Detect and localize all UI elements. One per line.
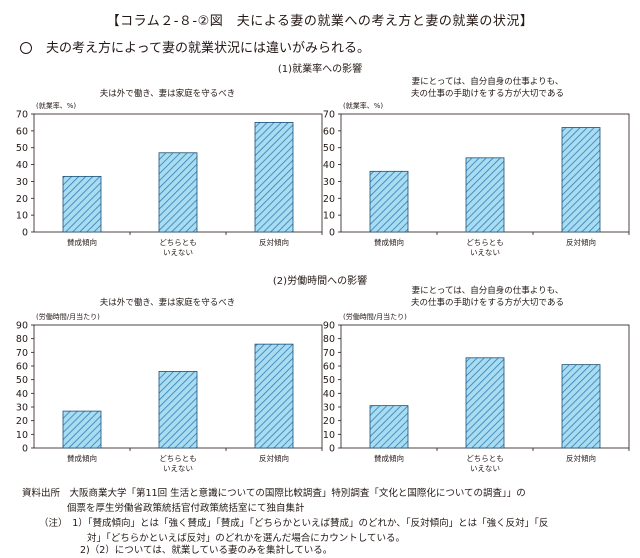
y-tick-label: 40: [16, 389, 28, 400]
x-tick-label: 賛成傾向: [67, 453, 97, 463]
y-tick-label: 60: [16, 362, 28, 373]
y-tick-label: 40: [323, 160, 335, 171]
x-tick-label: 賛成傾向: [67, 237, 97, 247]
bar: [561, 127, 601, 233]
x-tick-label: どちらとも: [466, 238, 504, 247]
summary-line: 夫の考え方によって妻の就業状況には違いがみられる。: [20, 37, 370, 56]
bar: [369, 170, 409, 233]
y-tick-label: 80: [16, 334, 28, 345]
x-tick-label: 賛成傾向: [374, 237, 404, 247]
y-tick-label: 30: [323, 403, 335, 414]
note-1: （注） 1）「賛成傾向」とは「強く賛成」「賛成」「どちらかといえば賛成」のどれか…: [39, 518, 549, 529]
chart-title-2: 妻にとっては、自分自身の仕事よりも、 夫の仕事の手助けをする方が大切である: [411, 77, 564, 99]
y-tick-label: 0: [329, 444, 335, 455]
x-tick-label: どちらとも: [466, 454, 504, 463]
y-tick-label: 60: [16, 126, 28, 137]
x-tick-label: 賛成傾向: [374, 453, 404, 463]
x-tick-label: 反対傾向: [566, 237, 596, 247]
chart-title-1: 夫は外で働き、妻は家庭を守るべき: [99, 89, 236, 99]
y-tick-label: 20: [323, 416, 335, 427]
bar: [254, 122, 294, 233]
x-tick-label: いえない: [163, 248, 193, 257]
y-tick-label: 10: [323, 430, 335, 441]
y-tick-label: 20: [323, 194, 335, 205]
y-tick-label: 40: [323, 389, 335, 400]
y-tick-label: 90: [16, 321, 28, 332]
y-tick-label: 50: [16, 375, 28, 386]
y-tick-label: 40: [16, 160, 28, 171]
y-tick-label: 70: [16, 110, 28, 121]
x-tick-label: 反対傾向: [259, 237, 289, 247]
y-tick-label: 70: [16, 348, 28, 359]
x-tick-label: いえない: [163, 464, 193, 473]
y-tick-label: 10: [16, 430, 28, 441]
section-title-hours: (2)労働時間への影響: [272, 276, 368, 287]
note-2: 2)（2）については、就業している妻のみを集計している。: [80, 545, 333, 556]
y-axis-label: (労働時間/月当たり): [36, 312, 100, 321]
y-tick-label: 30: [323, 177, 335, 188]
y-tick-label: 0: [22, 444, 28, 455]
y-tick-label: 50: [16, 143, 28, 154]
y-tick-label: 50: [323, 143, 335, 154]
y-tick-label: 50: [323, 375, 335, 386]
page-title: 【コラム２-８-②図 夫による妻の就業への考え方と妻の就業の状況】: [106, 14, 534, 29]
note-1-continued: 対」「どちらかといえば反対」のどれかを選んだ場合にカウントしている。: [87, 533, 405, 544]
bar: [62, 175, 102, 233]
source-line-1: 資料出所 大阪商業大学「第11回 生活と意識についての国際比較調査」特別調査「文…: [22, 488, 526, 499]
y-axis-label: (労働時間/月当たり): [343, 312, 407, 321]
section-title-employment: (1)就業率への影響: [277, 64, 363, 75]
y-tick-label: 20: [16, 194, 28, 205]
bar: [465, 157, 505, 233]
y-tick-label: 10: [323, 211, 335, 222]
x-tick-label: いえない: [470, 464, 500, 473]
bar: [561, 364, 601, 449]
y-tick-label: 0: [22, 228, 28, 239]
chart-4: (労働時間/月当たり) 0 10 20 30 40 50 60 70 80 90 賛成傾向 どちらともい…: [323, 312, 630, 473]
chart-title-3: 夫は外で働き、妻は家庭を守るべき: [99, 298, 236, 308]
summary-text: 夫の考え方によって妻の就業状況には違いがみられる。: [46, 41, 370, 56]
bar: [158, 371, 198, 449]
y-tick-label: 60: [323, 362, 335, 373]
x-tick-label: どちらとも: [159, 238, 197, 247]
y-tick-label: 80: [323, 334, 335, 345]
bar: [158, 152, 198, 233]
y-tick-label: 30: [16, 177, 28, 188]
bar: [62, 410, 102, 449]
y-tick-label: 30: [16, 403, 28, 414]
source-line-2: 個票を厚生労働省政策統括官付政策統括室にて独自集計: [67, 503, 305, 514]
bar: [254, 343, 294, 449]
y-axis-label: (就業率、%): [36, 101, 76, 110]
bar: [369, 405, 409, 449]
y-tick-label: 10: [16, 211, 28, 222]
x-tick-label: 反対傾向: [259, 453, 289, 463]
x-tick-label: 反対傾向: [566, 453, 596, 463]
chart-3: (労働時間/月当たり) 0 10 20 30 40 50 60 70 80 90 賛成傾向 どちらともい…: [16, 312, 323, 473]
bar: [465, 357, 505, 449]
y-axis-label: (就業率、%): [343, 101, 383, 110]
y-tick-label: 70: [323, 348, 335, 359]
y-tick-label: 60: [323, 126, 335, 137]
y-tick-label: 0: [329, 228, 335, 239]
y-tick-label: 20: [16, 416, 28, 427]
x-tick-label: どちらとも: [159, 454, 197, 463]
chart-title-4: 妻にとっては、自分自身の仕事よりも、 夫の仕事の手助けをする方が大切である: [411, 286, 564, 308]
x-tick-label: いえない: [470, 248, 500, 257]
circle-bullet-icon: [20, 42, 32, 54]
y-tick-label: 90: [323, 321, 335, 332]
y-tick-label: 70: [323, 110, 335, 121]
